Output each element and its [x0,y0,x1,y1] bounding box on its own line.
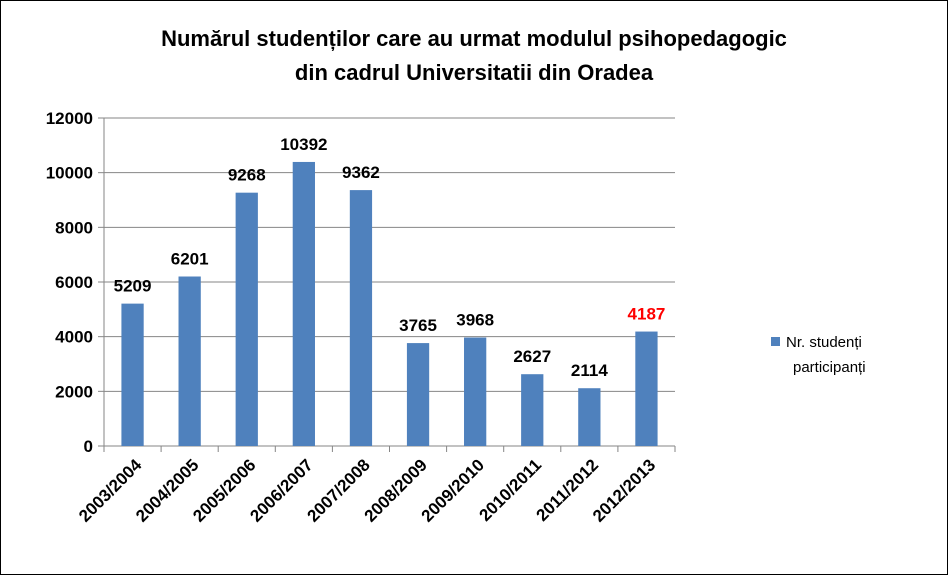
data-label: 9268 [228,166,266,185]
bar [635,331,658,446]
bar [521,374,544,446]
legend-label-line-1: Nr. studenți [786,334,862,351]
x-tick-label: 2009/2010 [418,455,488,525]
chart-title-line-2: din cadrul Universitatii din Oradea [295,60,654,85]
legend-label-line-2: participanți [793,359,866,376]
bar [121,303,144,446]
bar [406,343,430,446]
y-tick-label: 8000 [55,218,93,237]
y-tick-label: 2000 [55,382,93,401]
data-label: 9362 [342,163,380,182]
data-label: 2114 [571,361,608,380]
bar [292,161,315,446]
bar [235,192,258,446]
data-label: 6201 [171,250,209,269]
bar [349,190,373,446]
chart-title-line-1: Numărul studenților care au urmat modulu… [161,26,787,51]
data-label: 4187 [628,305,666,324]
bar [464,337,487,446]
bar [178,276,201,446]
y-tick-label: 0 [84,437,93,456]
bar [578,388,601,446]
x-tick-label: 2012/2013 [589,455,659,525]
y-tick-label: 12000 [46,109,93,128]
legend-swatch [771,337,780,346]
data-label: 3968 [456,311,494,330]
plot-area: 02000400060008000100001200052092003/2004… [46,109,676,526]
data-label: 3765 [399,316,437,335]
data-label: 5209 [114,277,152,296]
data-label: 2627 [513,347,551,366]
data-label: 10392 [280,135,327,154]
y-tick-label: 10000 [46,164,93,183]
legend: Nr. studenți participanți [771,334,866,376]
y-tick-label: 6000 [55,273,93,292]
y-tick-label: 4000 [55,328,93,347]
